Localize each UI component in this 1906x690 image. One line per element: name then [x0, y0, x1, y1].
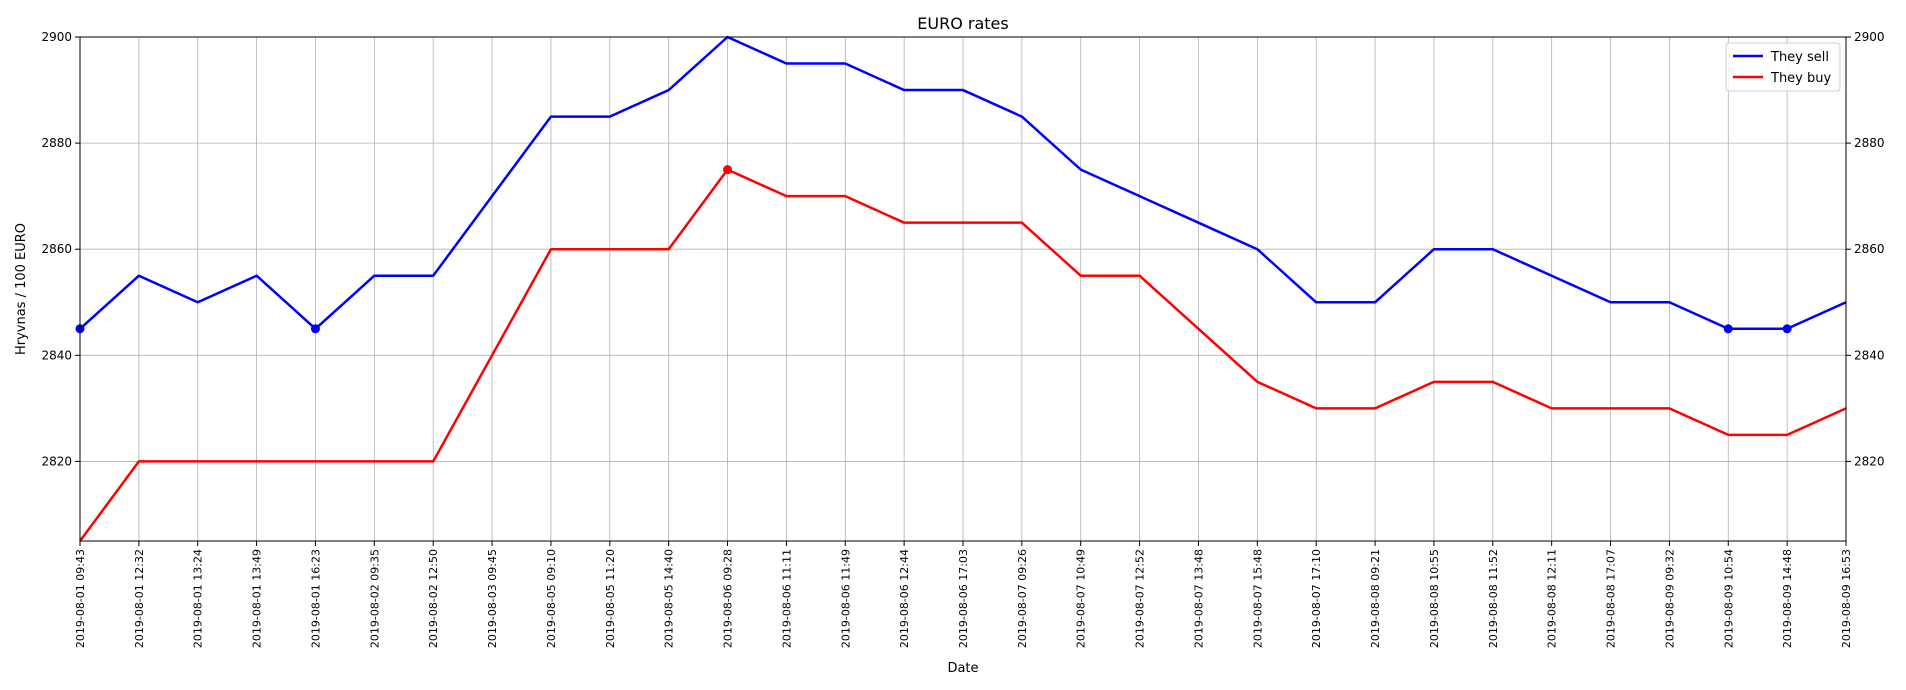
x-tick-label: 2019-08-06 17:03	[957, 549, 970, 648]
legend-label-sell: They sell	[1770, 50, 1829, 65]
x-tick-label: 2019-08-01 13:49	[251, 549, 264, 648]
x-tick-label: 2019-08-01 16:23	[309, 549, 322, 648]
x-tick-label: 2019-08-07 09:26	[1016, 549, 1029, 648]
series-marker	[1782, 324, 1792, 334]
chart-title: EURO rates	[917, 14, 1008, 33]
y-tick-label: 2880	[41, 136, 72, 150]
y-tick-label: 2820	[1854, 454, 1885, 468]
series-marker	[723, 165, 733, 175]
x-tick-label: 2019-08-01 09:43	[74, 549, 87, 648]
x-tick-label: 2019-08-03 09:45	[486, 549, 499, 648]
y-tick-label: 2820	[41, 454, 72, 468]
series-line	[79, 35, 1847, 331]
x-tick-label: 2019-08-07 17:10	[1310, 549, 1323, 648]
x-tick-label: 2019-08-05 09:10	[545, 549, 558, 648]
x-tick-label: 2019-08-09 09:32	[1663, 549, 1676, 648]
x-tick-label: 2019-08-08 11:52	[1487, 549, 1500, 648]
x-tick-label: 2019-08-07 12:52	[1134, 549, 1147, 648]
y-tick-label: 2900	[1854, 30, 1885, 44]
series-line	[78, 168, 1847, 542]
legend: They sell They buy	[1725, 42, 1841, 92]
y-tick-label: 2860	[41, 242, 72, 256]
x-tick-label: 2019-08-05 11:20	[604, 549, 617, 648]
x-tick-label: 2019-08-09 10:54	[1722, 549, 1735, 648]
y-tick-label: 2900	[41, 30, 72, 44]
y-tick-label: 2840	[1854, 348, 1885, 362]
y-tick-label: 2860	[1854, 242, 1885, 256]
x-tick-label: 2019-08-06 11:49	[839, 549, 852, 648]
x-tick-label: 2019-08-07 10:49	[1075, 549, 1088, 648]
x-tick-label: 2019-08-06 12:44	[898, 549, 911, 648]
x-tick-label: 2019-08-07 15:48	[1251, 549, 1264, 648]
legend-label-buy: They buy	[1770, 71, 1831, 86]
x-tick-label: 2019-08-08 10:55	[1428, 549, 1441, 648]
x-axis: 2019-08-01 09:43 2019-08-01 12:32 2019-08-…	[74, 541, 1853, 648]
y-axis-label: Hryvnas / 100 EURO	[14, 223, 29, 355]
x-tick-label: 2019-08-05 14:40	[663, 549, 676, 648]
x-tick-label: 2019-08-02 09:35	[368, 549, 381, 648]
x-tick-label: 2019-08-06 09:28	[722, 549, 735, 648]
grid	[79, 36, 1847, 541]
y-axis-left: 2820 2840 2860 2880 2900	[41, 30, 80, 468]
x-tick-label: 2019-08-07 13:48	[1192, 549, 1205, 648]
y-tick-label: 2880	[1854, 136, 1885, 150]
x-tick-label: 2019-08-09 16:53	[1840, 549, 1853, 648]
x-tick-label: 2019-08-06 11:11	[780, 549, 793, 648]
x-tick-label: 2019-08-08 12:11	[1546, 549, 1559, 648]
y-axis-right: 2820 2840 2860 2880 2900	[1846, 30, 1885, 468]
x-tick-label: 2019-08-09 14:48	[1781, 549, 1794, 648]
x-tick-label: 2019-08-08 09:21	[1369, 549, 1382, 648]
series-marker	[310, 324, 320, 334]
x-axis-label: Date	[947, 661, 978, 676]
series-marker	[1723, 324, 1733, 334]
series-layer	[75, 35, 1847, 542]
x-tick-label: 2019-08-08 17:07	[1605, 549, 1618, 648]
x-tick-label: 2019-08-01 12:32	[133, 549, 146, 648]
y-tick-label: 2840	[41, 348, 72, 362]
x-tick-label: 2019-08-01 13:24	[192, 549, 205, 648]
x-tick-label: 2019-08-02 12:50	[427, 549, 440, 648]
